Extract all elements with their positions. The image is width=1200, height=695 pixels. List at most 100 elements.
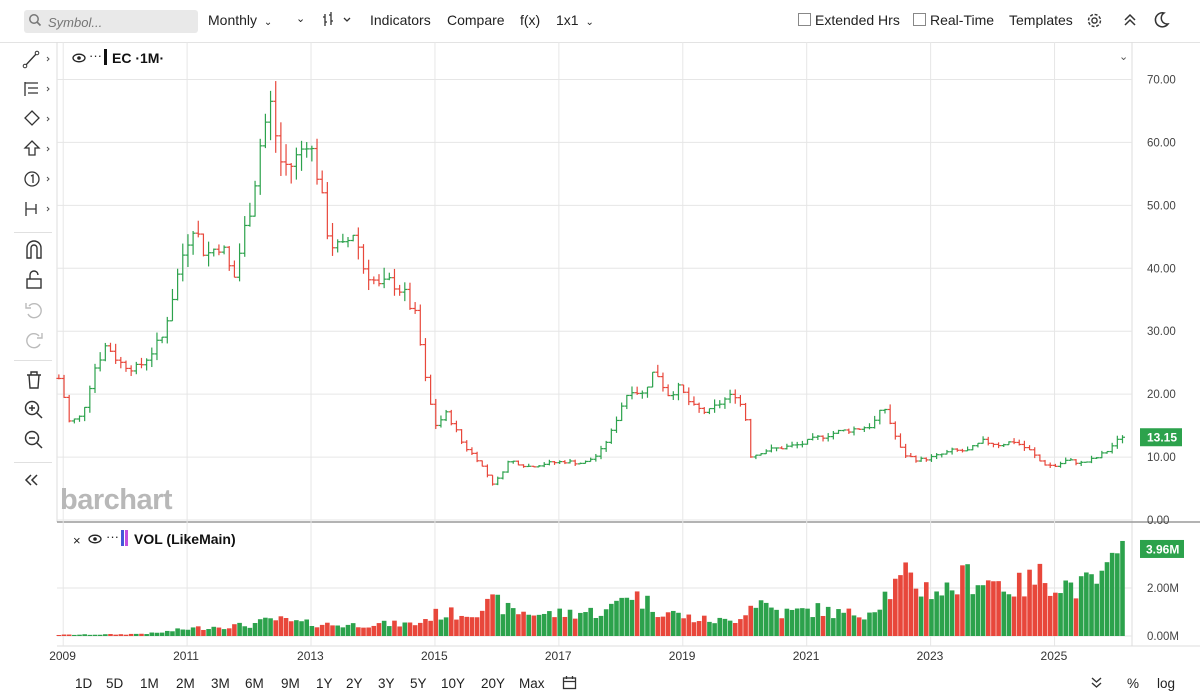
chart-type-button[interactable]: [322, 11, 356, 32]
ohlc-bar: [820, 435, 826, 442]
real-time-toggle[interactable]: Real-Time: [913, 12, 994, 28]
ohlc-bar: [655, 364, 661, 378]
ohlc-bar: [495, 476, 501, 486]
ohlc-bar: [464, 440, 470, 452]
volume-bar: [278, 616, 284, 636]
range-button-10y[interactable]: 10Y: [441, 676, 466, 691]
ohlc-bar: [789, 441, 795, 448]
price-tick-label: 50.00: [1147, 200, 1176, 212]
volume-bar: [247, 627, 253, 636]
range-button-9m[interactable]: 9M: [281, 676, 300, 691]
compare-button[interactable]: Compare: [447, 12, 505, 28]
ohlc-bar: [397, 284, 403, 296]
calendar-icon[interactable]: [562, 675, 577, 693]
range-button-3m[interactable]: 3M: [211, 676, 230, 691]
ohlc-bar: [531, 465, 537, 468]
ohlc-bar: [376, 274, 382, 287]
range-button-5d[interactable]: 5D: [106, 676, 124, 691]
ohlc-bar: [237, 243, 243, 282]
volume-bar: [856, 617, 862, 636]
volume-bar: [588, 607, 593, 636]
gear-icon[interactable]: [1086, 12, 1103, 32]
volume-bar: [923, 582, 929, 636]
collapse-up-icon[interactable]: [1123, 12, 1137, 31]
dark-mode-icon[interactable]: [1152, 11, 1170, 32]
volume-bar: [841, 612, 846, 636]
templates-button[interactable]: Templates: [1009, 12, 1073, 28]
percent-scale-button[interactable]: %: [1127, 676, 1140, 691]
trendline-tool-icon[interactable]: [22, 48, 50, 72]
close-icon[interactable]: ×: [73, 533, 81, 548]
annotation-tool-icon[interactable]: [22, 168, 50, 192]
range-button-1y[interactable]: 1Y: [316, 676, 333, 691]
range-button-1d[interactable]: 1D: [75, 676, 93, 691]
eye-icon[interactable]: [88, 534, 102, 544]
ohlc-bar: [975, 442, 981, 448]
magnet-icon[interactable]: [22, 238, 48, 262]
volume-bar: [996, 581, 1001, 636]
trash-icon[interactable]: [22, 368, 48, 392]
ohlc-bar: [56, 374, 62, 380]
volume-bar: [831, 618, 836, 636]
volume-bar: [815, 603, 821, 636]
range-button-max[interactable]: Max: [519, 676, 545, 691]
ohlc-bar: [149, 347, 155, 368]
volume-bar: [242, 626, 248, 636]
double-chevron-down-icon[interactable]: [1090, 675, 1103, 692]
ohlc-bar: [639, 390, 645, 399]
ohlc-bar: [784, 443, 790, 450]
ohlc-bar: [118, 356, 124, 369]
legend-menu-icon[interactable]: ···: [106, 529, 119, 544]
ohlc-bar: [293, 147, 299, 180]
range-button-2y[interactable]: 2Y: [346, 676, 363, 691]
range-button-6m[interactable]: 6M: [245, 676, 264, 691]
range-button-2m[interactable]: 2M: [176, 676, 195, 691]
range-button-1m[interactable]: 1M: [140, 676, 159, 691]
main-legend[interactable]: ··· EC ·1M· ⌄: [72, 48, 1128, 66]
measure-tool-icon[interactable]: [22, 198, 50, 222]
volume-bar: [887, 599, 893, 636]
redo-icon[interactable]: [22, 328, 48, 352]
range-button-20y[interactable]: 20Y: [481, 676, 506, 691]
chart-area[interactable]: 0.00 10.00 20.00 30.00 40.00 50.00 60.00 70.00 2…: [0, 42, 1200, 673]
volume-bar: [862, 619, 867, 636]
eye-icon[interactable]: [72, 53, 86, 63]
symbol-search[interactable]: [24, 10, 198, 33]
collapse-sidebar-icon[interactable]: [22, 470, 48, 494]
arrow-up-tool-icon[interactable]: [22, 138, 50, 162]
volume-bar: [417, 622, 423, 636]
legend-menu-icon[interactable]: ···: [89, 48, 102, 63]
lock-icon[interactable]: [22, 268, 48, 292]
log-scale-button[interactable]: log: [1157, 676, 1176, 691]
volume-bar: [1006, 594, 1012, 636]
volume-bar: [593, 617, 599, 636]
volume-legend[interactable]: × ··· VOL (LikeMain): [73, 529, 236, 548]
ohlc-bar: [768, 444, 774, 453]
volume-bar: [1115, 553, 1120, 636]
volume-bar: [763, 602, 769, 636]
volume-bar: [376, 623, 382, 636]
volume-bar: [614, 600, 619, 636]
volume-bar: [779, 618, 785, 636]
ohlc-bar: [82, 406, 88, 422]
zoom-out-icon[interactable]: [22, 428, 48, 452]
chevron-down-icon[interactable]: ⌄: [1119, 51, 1128, 63]
volume-bar: [128, 633, 134, 636]
interval-dropdown[interactable]: Monthly ⌄: [208, 12, 272, 28]
layout-dropdown[interactable]: 1x1 ⌄: [556, 12, 594, 28]
range-button-3y[interactable]: 3Y: [378, 676, 395, 691]
indicators-button[interactable]: Indicators: [370, 12, 431, 28]
chevron-down-icon[interactable]: ⌄: [296, 13, 306, 25]
search-input[interactable]: [46, 12, 195, 32]
range-button-5y[interactable]: 5Y: [410, 676, 427, 691]
extended-hours-toggle[interactable]: Extended Hrs: [798, 12, 900, 28]
ohlc-bars-icon: [323, 12, 351, 26]
function-button[interactable]: f(x): [520, 12, 541, 28]
ohlc-bar: [743, 402, 749, 421]
fibonacci-tool-icon[interactable]: [22, 78, 50, 102]
zoom-in-icon[interactable]: [22, 398, 48, 422]
volume-bar: [500, 614, 506, 636]
shapes-tool-icon[interactable]: [22, 108, 50, 132]
undo-icon[interactable]: [22, 298, 48, 322]
ohlc-bar: [128, 365, 134, 377]
